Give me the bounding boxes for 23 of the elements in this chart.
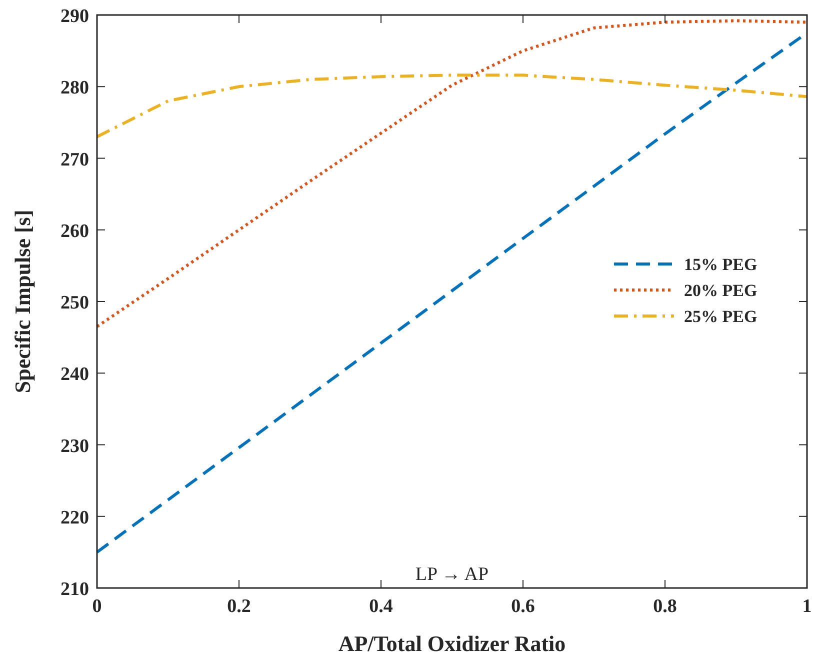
y-tick-label: 210 — [60, 579, 89, 600]
line-series — [96, 19, 808, 328]
legend-label: 20% PEG — [684, 281, 758, 300]
y-tick-label: 220 — [60, 507, 89, 528]
annotation: LP → AP — [415, 564, 489, 585]
x-tick-label: 0.6 — [511, 596, 535, 617]
x-tick-label: 0.2 — [227, 596, 251, 617]
legend-label: 15% PEG — [684, 255, 758, 274]
y-tick-label: 250 — [60, 292, 89, 314]
x-tick-label: 0 — [92, 596, 102, 617]
y-tick-label: 290 — [60, 6, 89, 27]
x-tick-label: 0.4 — [369, 596, 394, 617]
legend-label: 25% PEG — [684, 307, 758, 326]
y-tick-label: 260 — [60, 220, 89, 242]
x-axis-title: AP/Total Oxidizer Ratio — [338, 631, 566, 656]
y-axis-title: Specific Impulse [s] — [10, 210, 35, 394]
x-tick-label: 0.8 — [653, 596, 677, 617]
line-series — [96, 74, 808, 138]
y-tick-label: 240 — [60, 364, 89, 386]
x-tick-label: 1 — [802, 596, 812, 617]
y-tick-label: 270 — [60, 149, 89, 170]
y-tick-label: 230 — [60, 436, 89, 457]
y-tick-label: 280 — [60, 78, 89, 99]
